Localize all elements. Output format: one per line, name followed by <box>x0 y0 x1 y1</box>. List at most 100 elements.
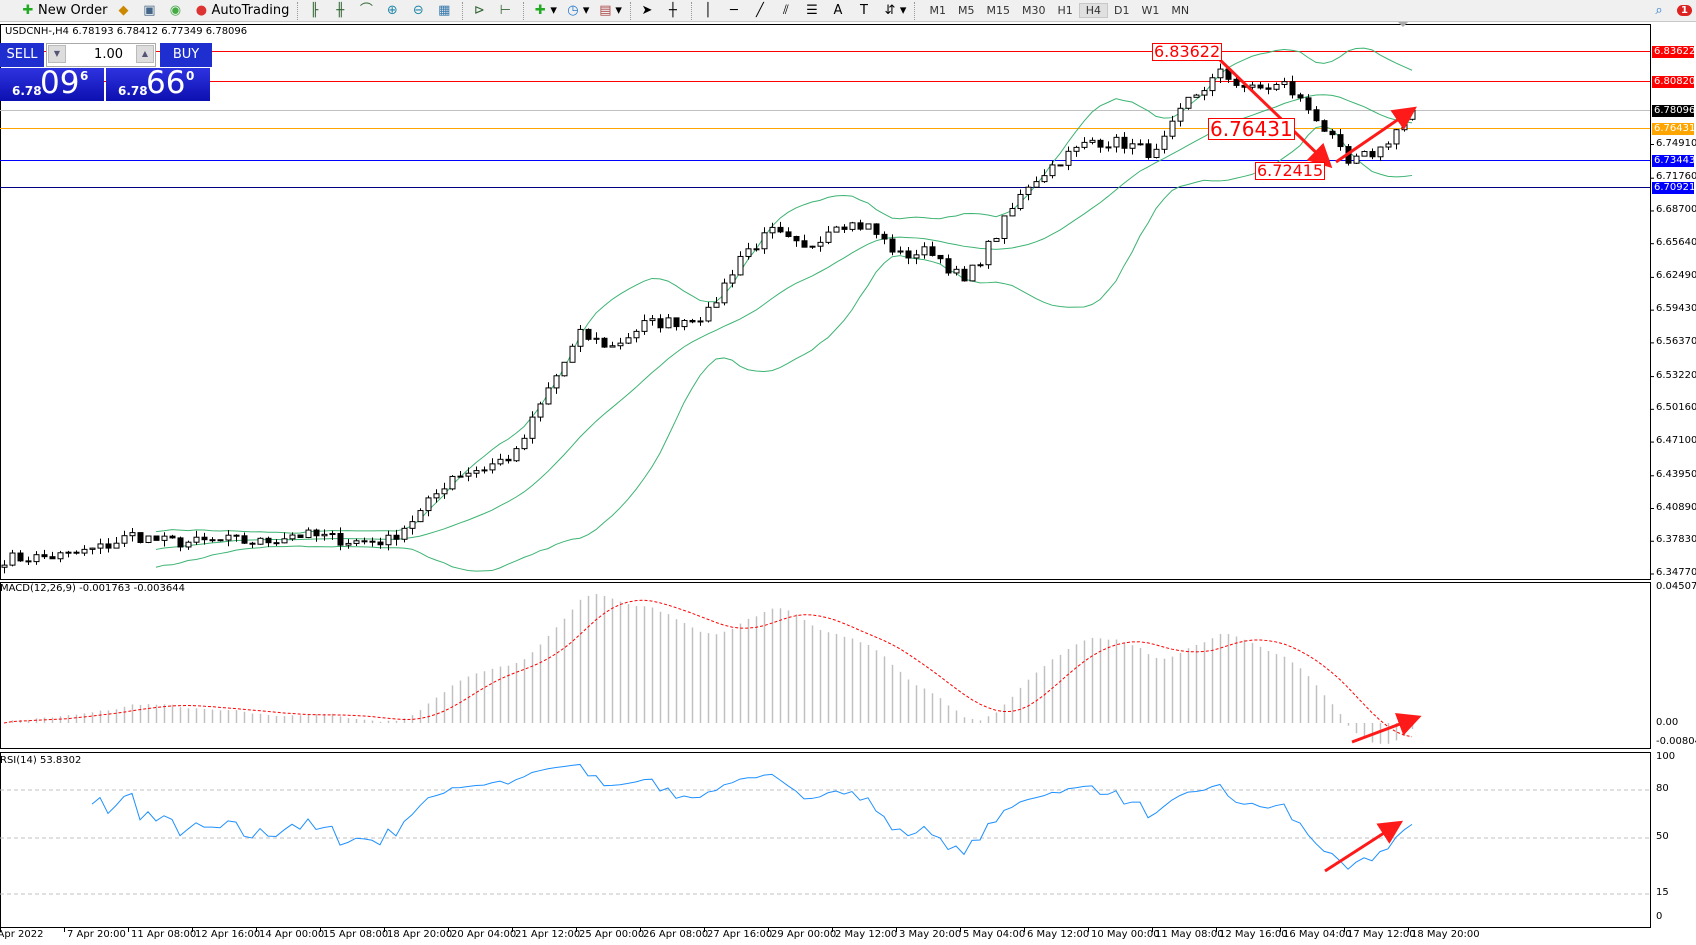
timeframe-h1[interactable]: H1 <box>1057 4 1073 17</box>
annotation-high[interactable]: 6.83622 <box>1152 42 1223 61</box>
macd-signal-line <box>3 599 1413 738</box>
time-axis-label: 14 Apr 00:00 <box>259 929 325 940</box>
candle-bear <box>1289 81 1296 96</box>
candle-bull <box>33 554 40 563</box>
bar-chart-icon: ╟ <box>310 2 319 18</box>
vertical-line-button[interactable]: │ <box>696 1 722 21</box>
annotation-mid[interactable]: 6.76431 <box>1208 117 1295 141</box>
new-order-button[interactable]: ✚ New Order <box>16 1 111 21</box>
candle-bear <box>1321 120 1328 132</box>
notifications-button[interactable]: 1 <box>1673 1 1696 21</box>
crosshair-button[interactable]: ┼ <box>661 1 687 21</box>
price-level-label[interactable]: 6.73443 <box>1652 154 1696 167</box>
candle-bear <box>1233 78 1240 86</box>
candle-bull <box>1249 84 1256 88</box>
chart-area[interactable] <box>0 22 1696 945</box>
metaeditor-button[interactable]: ◆ <box>111 1 137 21</box>
candle-bull <box>769 226 776 234</box>
candle-bear <box>209 539 216 542</box>
zoom-in-button[interactable]: ⊕ <box>380 1 406 21</box>
candle-bull <box>489 463 496 471</box>
candlestick-button[interactable]: ╫ <box>328 1 354 21</box>
autotrading-button[interactable]: ● AutoTrading <box>189 1 293 21</box>
trendline-button[interactable]: ╱ <box>748 1 774 21</box>
candle-bear <box>929 246 936 256</box>
text-label-button[interactable]: T <box>852 1 878 21</box>
one-click-trading-panel: SELL 1.00 ▼ ▲ BUY 6.78 09 6 6.78 66 0 <box>0 43 212 101</box>
time-axis-label: 12 Apr 16:00 <box>195 929 261 940</box>
candle-bull <box>1017 193 1024 210</box>
price-level-label[interactable]: 6.78096 <box>1652 104 1696 117</box>
indicators-button[interactable]: ✚ ▾ <box>528 1 561 21</box>
annotation-low[interactable]: 6.72415 <box>1255 161 1326 180</box>
candle-bull <box>1113 136 1120 148</box>
line-chart-button[interactable]: ⌒ <box>354 1 380 21</box>
buy-price[interactable]: 6.78 66 0 <box>106 65 210 101</box>
candle-bull <box>865 223 872 230</box>
candle-bull <box>257 537 264 545</box>
candle-bear <box>105 543 112 549</box>
horizontal-line-button[interactable]: ─ <box>722 1 748 21</box>
time-axis-label: 16 May 04:00 <box>1283 929 1352 940</box>
candle-bull <box>1217 68 1224 79</box>
chart-shift-button[interactable]: ⊢ <box>493 1 519 21</box>
lot-increase-button[interactable]: ▲ <box>136 45 154 63</box>
candle-bull <box>497 458 504 465</box>
candle-bull <box>569 345 576 363</box>
candle-bear <box>377 541 384 546</box>
candle-bull <box>705 306 712 322</box>
bar-chart-button[interactable]: ╟ <box>302 1 328 21</box>
zoom-out-button[interactable]: ⊖ <box>406 1 432 21</box>
timeframe-m1[interactable]: M1 <box>929 4 946 17</box>
text-button[interactable]: A <box>826 1 852 21</box>
sell-button[interactable]: SELL <box>0 43 44 67</box>
price-level-label[interactable]: 6.80820 <box>1652 75 1696 88</box>
toolbar: ✚ New Order ◆ ▣ ◉ ● AutoTrading ╟ ╫ ⌒ ⊕ ⊖ … <box>0 0 1696 22</box>
channel-button[interactable]: ⫽ <box>774 1 800 21</box>
candle-bear <box>945 258 952 274</box>
candle-bear <box>1265 87 1272 90</box>
price-level-label[interactable]: 6.76431 <box>1652 122 1696 135</box>
timeframe-w1[interactable]: W1 <box>1141 4 1160 17</box>
candle-bear <box>785 231 792 237</box>
candle-bull <box>561 361 568 377</box>
templates-button[interactable]: ▤ ▾ <box>599 2 622 19</box>
separator <box>690 1 692 20</box>
sell-price[interactable]: 6.78 09 6 <box>0 65 104 101</box>
candle-bull <box>537 403 544 418</box>
rsi-axis-label: 50 <box>1656 831 1669 842</box>
timeframe-d1[interactable]: D1 <box>1114 4 1130 17</box>
time-axis-label: 25 Apr 00:00 <box>579 929 645 940</box>
timeframe-h4[interactable]: H4 <box>1078 3 1109 18</box>
lot-decrease-button[interactable]: ▼ <box>48 45 66 63</box>
tile-windows-button[interactable]: ▦ <box>432 1 458 21</box>
search-button[interactable]: ⌕ <box>1647 1 1673 21</box>
candle-bear <box>1145 143 1152 159</box>
time-axis-label: 29 Apr 00:00 <box>771 929 837 940</box>
timeframe-m15[interactable]: M15 <box>986 4 1010 17</box>
signals-button[interactable]: ◉ <box>163 1 189 21</box>
candle-bull <box>681 319 688 328</box>
candle-bear <box>857 222 864 230</box>
arrows-button[interactable]: ⇵ ▾ <box>878 1 911 21</box>
autoscroll-button[interactable]: ⊳ <box>467 1 493 21</box>
candle-bull <box>729 274 736 284</box>
time-axis-label: 18 May 20:00 <box>1411 929 1480 940</box>
timeframe-mn[interactable]: MN <box>1171 4 1190 17</box>
chart-info: USDCNH-,H4 6.78193 6.78412 6.77349 6.780… <box>5 26 248 37</box>
trendline-icon: ╱ <box>756 2 764 18</box>
candle-bull <box>1049 164 1056 177</box>
separator <box>297 1 299 20</box>
fibonacci-button[interactable]: ☰ <box>800 1 826 21</box>
timeframe-m5[interactable]: M5 <box>957 4 975 17</box>
price-level-label[interactable]: 6.70921 <box>1652 181 1696 194</box>
chart-shift-icon: ⊢ <box>499 2 511 18</box>
cursor-button[interactable]: ➤ <box>635 1 661 21</box>
timeframe-m30[interactable]: M30 <box>1021 4 1046 17</box>
macd-pane-border <box>0 582 1651 749</box>
price-level-label[interactable]: 6.83622 <box>1652 45 1696 58</box>
terminal-button[interactable]: ▣ <box>137 1 163 21</box>
periods-button[interactable]: ◷ ▾ <box>561 1 594 21</box>
buy-button[interactable]: BUY <box>160 43 212 67</box>
candle-bull <box>1353 155 1360 164</box>
